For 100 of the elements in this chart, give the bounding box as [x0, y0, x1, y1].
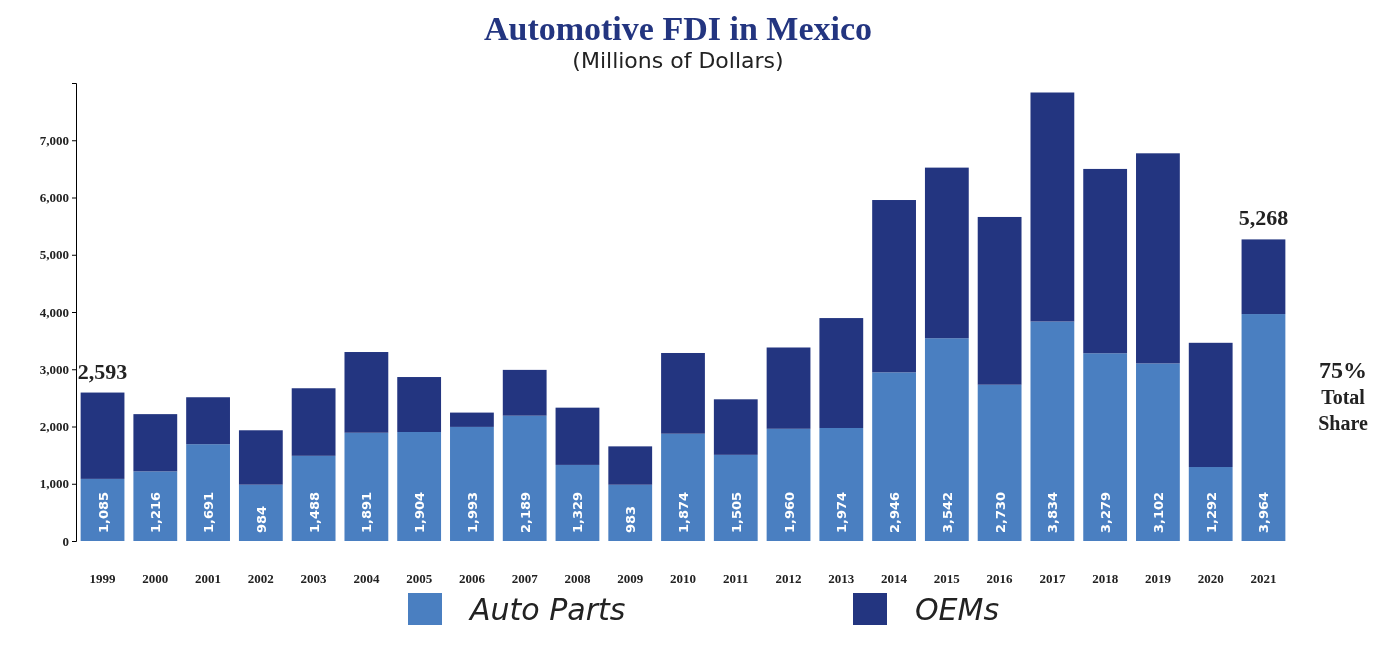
bar [502, 369, 547, 416]
x-tick-label: 2020 [1197, 571, 1224, 586]
bar [450, 426, 494, 541]
bar [977, 384, 1022, 541]
bar [344, 432, 389, 541]
data-label: 3,834 [1045, 491, 1061, 533]
bar [1083, 353, 1128, 541]
bar [555, 407, 600, 465]
bar [291, 388, 336, 456]
x-tick-label: 2006 [458, 571, 486, 586]
bar [713, 454, 758, 541]
x-tick-label: 2017 [1039, 571, 1066, 586]
data-label: 3,964 [1256, 491, 1272, 533]
x-tick-label: 1999 [89, 571, 117, 586]
x-tick-label: 2003 [300, 571, 328, 586]
total-label: 2,593 [77, 358, 128, 384]
bar [450, 412, 494, 427]
bar [1083, 168, 1128, 354]
data-label: 1,993 [464, 491, 480, 533]
data-label: 1,292 [1203, 491, 1219, 533]
legend-label: OEMs [915, 592, 1000, 627]
bar [819, 427, 864, 541]
data-label: 2,730 [992, 491, 1008, 533]
data-label: 3,279 [1098, 491, 1114, 533]
data-label: 1,874 [676, 491, 691, 533]
y-tick-label: 0 [62, 533, 69, 549]
bar [977, 216, 1022, 385]
data-label: 1,488 [306, 491, 322, 533]
x-tick-label: 2018 [1092, 571, 1119, 586]
bar [238, 484, 283, 541]
bar [1136, 363, 1180, 541]
bar [397, 432, 442, 541]
x-tick-label: 2011 [723, 571, 749, 586]
bar [397, 377, 442, 432]
x-tick-label: 2016 [986, 571, 1014, 586]
y-tick-label: 3,000 [39, 361, 69, 377]
bar [713, 399, 758, 455]
bar [186, 444, 230, 541]
data-label: 2,946 [887, 491, 903, 533]
data-label: 3,102 [1150, 491, 1166, 533]
chart-title: Automotive FDI in Mexico [483, 10, 873, 47]
y-tick-label: 4,000 [39, 304, 69, 320]
y-tick-label: 7,000 [39, 132, 69, 148]
data-label: 1,974 [834, 491, 850, 533]
bar [924, 338, 969, 541]
bar [1030, 92, 1075, 322]
data-label: 983 [623, 505, 639, 533]
data-label: 1,904 [412, 491, 428, 533]
data-label: 3,542 [939, 491, 955, 533]
bar [133, 471, 178, 541]
bar [1241, 239, 1286, 315]
data-label: 1,960 [781, 491, 797, 533]
bar [819, 318, 864, 428]
x-tick-label: 2002 [247, 571, 274, 586]
bar [766, 428, 811, 541]
bar [1241, 314, 1286, 541]
bar [661, 352, 705, 434]
bar [502, 415, 547, 541]
y-tick-label: 2,000 [39, 419, 69, 435]
x-tick-label: 2012 [775, 571, 802, 586]
bar [872, 372, 916, 541]
y-tick-label: 6,000 [39, 190, 69, 206]
text: 75% Total Share [1318, 357, 1368, 434]
bar [766, 347, 811, 429]
bar [1188, 467, 1233, 541]
y-tick-label: 1,000 [39, 476, 69, 492]
bar [80, 392, 125, 479]
y-tick-label: 5,000 [39, 247, 69, 263]
data-label: 1,505 [728, 491, 744, 533]
bar [924, 167, 969, 339]
bar [661, 433, 705, 541]
x-tick-label: 2021 [1250, 571, 1277, 586]
x-tick-label: 2004 [353, 571, 380, 586]
total-label: 5,268 [1238, 205, 1289, 231]
x-tick-label: 2007 [511, 571, 539, 586]
data-label: 2,189 [517, 491, 533, 533]
data-label: 1,216 [148, 491, 164, 533]
x-tick-label: 2010 [670, 571, 696, 586]
data-label: 1,691 [201, 491, 217, 533]
x-tick-label: 2009 [617, 571, 644, 586]
bar [1188, 342, 1233, 468]
x-tick-label: 2019 [1144, 571, 1172, 586]
data-label: 1,085 [95, 491, 111, 533]
x-tick-label: 2005 [406, 571, 433, 586]
bar [291, 455, 336, 541]
bar [133, 414, 178, 472]
bar [1030, 321, 1075, 541]
data-label: 1,329 [570, 491, 586, 533]
x-tick-label: 2008 [564, 571, 591, 586]
x-tick-label: 2015 [933, 571, 961, 586]
bar [186, 397, 230, 445]
bar [344, 352, 389, 433]
bar [872, 200, 916, 373]
bar [1136, 153, 1180, 364]
legend-label: Auto Parts [468, 592, 626, 627]
data-label: 1,891 [359, 491, 375, 533]
data-label: 984 [253, 505, 269, 533]
bar [608, 446, 653, 485]
x-tick-label: 2001 [195, 571, 222, 586]
x-tick-label: 2000 [142, 571, 169, 586]
